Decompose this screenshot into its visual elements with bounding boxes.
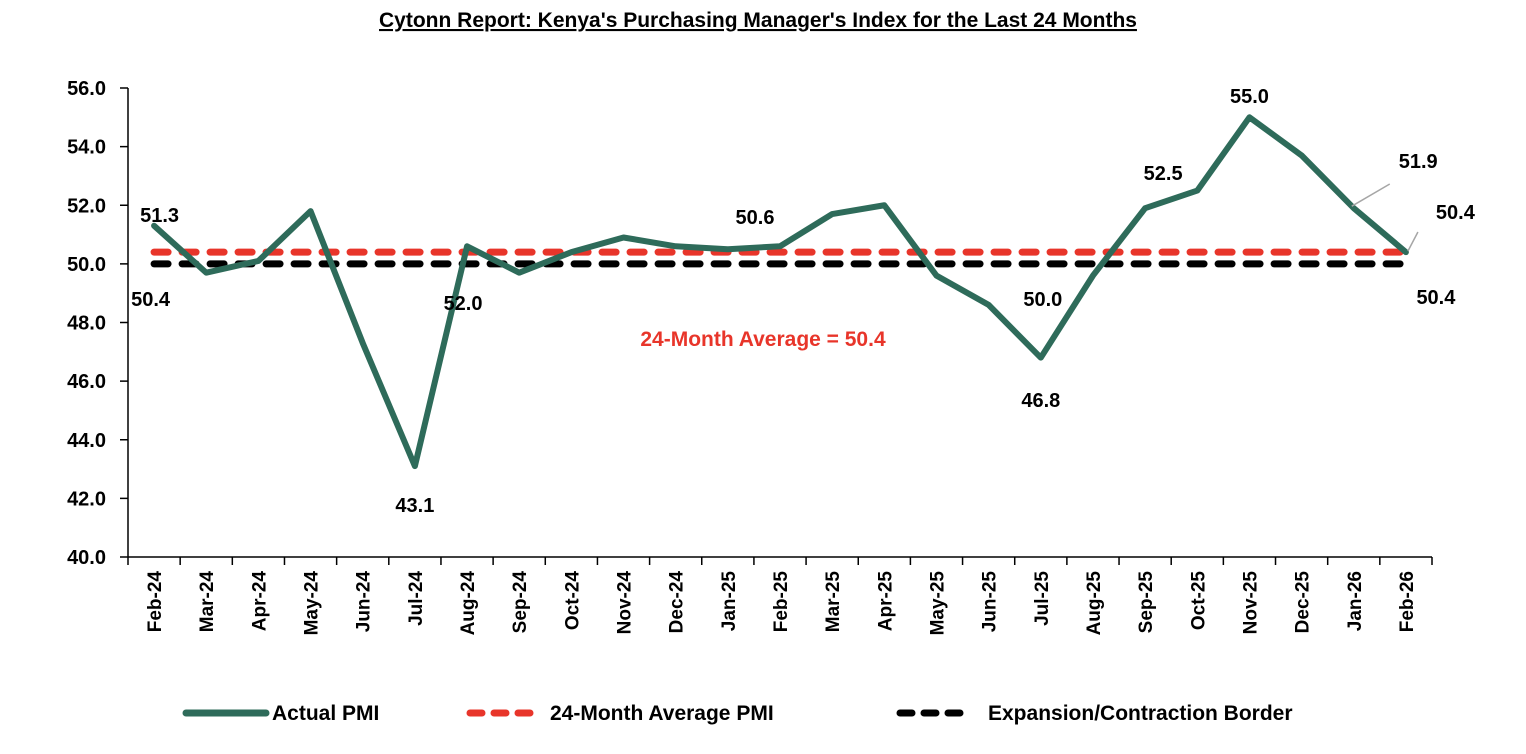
data-label: 52.5 xyxy=(1144,163,1183,185)
average-annotation: 24-Month Average = 50.4 xyxy=(640,328,886,351)
x-tick-label: Feb-26 xyxy=(1397,571,1418,632)
y-tick-label: 54.0 xyxy=(67,137,106,159)
x-tick-label: Mar-25 xyxy=(823,571,844,633)
data-label: 50.4 xyxy=(131,289,171,311)
x-tick-label: Jan-25 xyxy=(719,571,740,632)
x-tick-label: Sep-24 xyxy=(510,571,531,634)
x-tick-label: Jul-25 xyxy=(1032,571,1053,626)
x-tick-label: Oct-25 xyxy=(1188,571,1209,631)
data-label: 46.8 xyxy=(1021,390,1060,412)
data-label: 43.1 xyxy=(395,495,434,517)
x-tick-label: Jul-24 xyxy=(406,571,427,626)
legend-label-border: Expansion/Contraction Border xyxy=(988,702,1293,725)
data-labels: 51.3 50.4 52.0 43.1 50.6 50.0 46.8 52.5 55.0 51.9… xyxy=(131,86,1476,517)
x-tick-label: Nov-25 xyxy=(1240,571,1261,635)
x-tick-label: Nov-24 xyxy=(615,571,636,635)
x-tick-label: Jun-24 xyxy=(354,571,375,633)
x-tick-label: Apr-24 xyxy=(249,571,270,632)
series-line-actual-pmi xyxy=(151,114,1409,470)
x-tick-label: Dec-24 xyxy=(667,571,688,634)
x-tick-label: Aug-25 xyxy=(1084,571,1105,636)
data-label: 51.9 xyxy=(1399,151,1438,173)
x-tick-label: May-25 xyxy=(927,571,948,636)
leader-line xyxy=(1351,183,1391,207)
x-tick-label: Feb-24 xyxy=(145,571,166,633)
data-label: 50.0 xyxy=(1023,289,1062,311)
y-tick-label: 46.0 xyxy=(67,371,106,393)
y-tick-label: 52.0 xyxy=(67,195,106,217)
data-label: 50.4 xyxy=(1436,202,1476,224)
series-layer xyxy=(150,114,1410,470)
data-label: 50.4 xyxy=(1416,287,1456,309)
x-tick-label: Mar-24 xyxy=(197,571,218,633)
x-tick-label: Aug-24 xyxy=(458,571,479,636)
y-tick-label: 40.0 xyxy=(67,547,106,569)
data-label: 52.0 xyxy=(444,293,483,315)
data-label: 51.3 xyxy=(140,205,179,227)
y-tick-label: 50.0 xyxy=(67,254,106,276)
leader-line xyxy=(1407,231,1419,252)
x-axis: Feb-24 Mar-24 Apr-24 May-24 Jun-24 Jul-24 Aug-… xyxy=(127,556,1433,636)
y-tick-label: 56.0 xyxy=(67,78,106,100)
x-tick-label: Sep-25 xyxy=(1136,571,1157,634)
chart-title: Cytonn Report: Kenya's Purchasing Manage… xyxy=(379,9,1137,32)
legend-label-actual-pmi: Actual PMI xyxy=(272,702,379,725)
legend-label-average-pmi: 24-Month Average PMI xyxy=(550,702,774,725)
legend: Actual PMI 24-Month Average PMI Expansio… xyxy=(182,702,1293,725)
y-tick-label: 48.0 xyxy=(67,313,106,335)
x-tick-label: Feb-25 xyxy=(771,571,792,633)
x-tick-label: Dec-25 xyxy=(1293,571,1314,634)
x-tick-label: Jun-25 xyxy=(980,571,1001,633)
x-tick-label: May-24 xyxy=(302,571,323,636)
data-label: 55.0 xyxy=(1230,86,1269,108)
y-tick-label: 42.0 xyxy=(67,488,106,510)
y-tick-label: 44.0 xyxy=(67,430,106,452)
x-tick-label: Jan-26 xyxy=(1345,571,1366,631)
x-tick-label: Apr-25 xyxy=(875,571,896,632)
x-tick-label: Oct-24 xyxy=(562,571,583,631)
y-axis: 40.0 42.0 44.0 46.0 48.0 50.0 52.0 54.0 56.0 xyxy=(67,78,129,569)
data-label: 50.6 xyxy=(736,207,775,229)
